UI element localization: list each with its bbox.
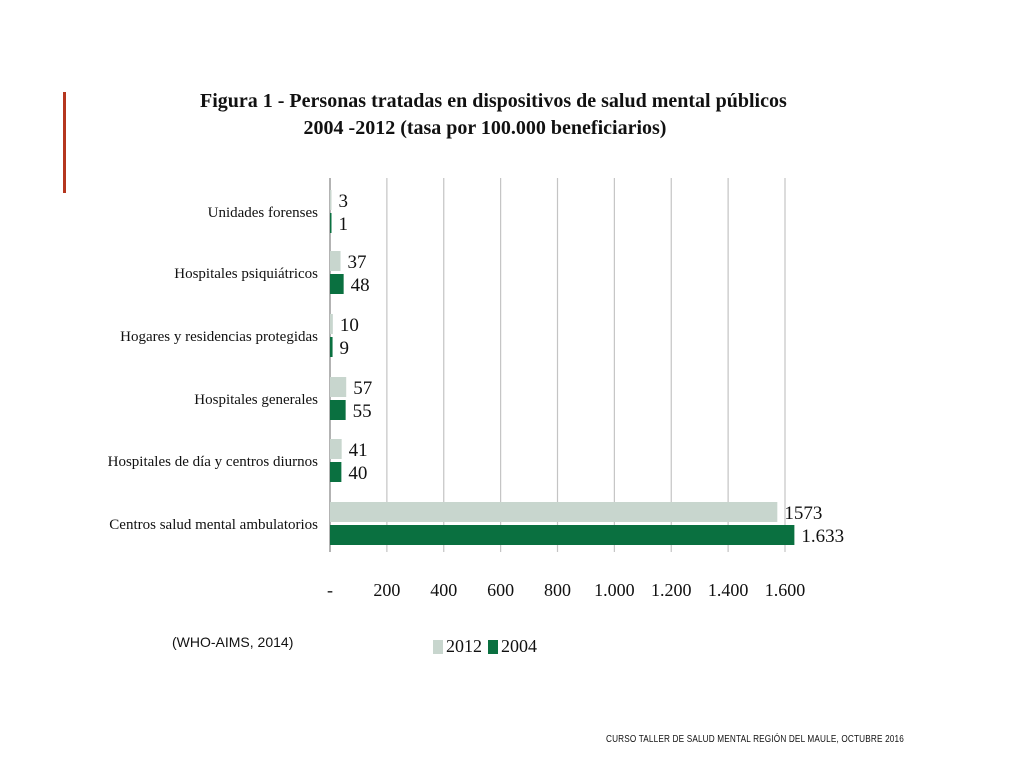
accent-line (63, 92, 66, 193)
data-label-2004: 55 (353, 401, 372, 422)
bar-2012 (330, 190, 332, 210)
legend-label-2012: 2012 (446, 636, 482, 656)
data-label-2012: 1573 (784, 503, 822, 524)
data-label-2012: 41 (349, 440, 368, 461)
legend: 2012 2004 (433, 636, 543, 657)
legend-swatch-2012 (433, 639, 443, 654)
bar-2004 (330, 213, 332, 233)
legend-item-2012: 2012 (433, 636, 482, 657)
chart-title: Figura 1 - Personas tratadas en disposit… (200, 88, 787, 142)
bar-2004 (330, 274, 344, 294)
data-label-2004: 48 (351, 275, 370, 296)
x-tick-label: 1.400 (708, 580, 749, 600)
x-tick-label: 200 (373, 580, 400, 600)
bar-chart: - 200 400 600 800 1.000 1.200 1.400 1.600 Unidade… (108, 178, 844, 600)
data-label-2004: 9 (340, 338, 350, 359)
bar-2012 (330, 502, 778, 522)
category-label: Unidades forenses (208, 205, 319, 221)
source-note: (WHO-AIMS, 2014) (172, 634, 294, 650)
x-tick-label: 1.000 (594, 580, 635, 600)
bar-2012 (330, 251, 341, 271)
data-label-2004: 1 (339, 214, 349, 235)
data-label-2012: 57 (353, 378, 372, 399)
category-label: Hospitales psiquiátricos (174, 266, 318, 282)
legend-swatch-2004 (488, 639, 498, 654)
x-tick-label: 600 (487, 580, 514, 600)
chart-title-line-2: 2004 -2012 (tasa por 100.000 beneficiari… (303, 117, 667, 139)
chart-title-line-1: Figura 1 - Personas tratadas en disposit… (200, 90, 787, 112)
bar-2012 (330, 314, 333, 334)
x-tick-label: 800 (544, 580, 571, 600)
x-tick-label: - (327, 580, 333, 600)
legend-label-2004: 2004 (501, 636, 537, 656)
data-label-2012: 10 (340, 315, 359, 336)
bar-2004 (330, 525, 795, 545)
category-label: Hogares y residencias protegidas (120, 329, 318, 345)
bar-2004 (330, 337, 333, 357)
category-label: Centros salud mental ambulatorios (109, 517, 318, 533)
x-tick-label: 1.200 (651, 580, 692, 600)
data-label-2004: 40 (348, 463, 367, 484)
legend-item-2004: 2004 (488, 636, 537, 657)
category-label: Hospitales generales (194, 392, 318, 408)
x-tick-label: 400 (430, 580, 457, 600)
data-label-2004: 1.633 (801, 526, 844, 547)
footer-text: CURSO TALLER DE SALUD MENTAL REGIÓN DEL … (606, 734, 904, 745)
bar-2004 (330, 462, 342, 482)
data-label-2012: 3 (339, 191, 349, 212)
x-tick-label: 1.600 (765, 580, 806, 600)
bar-2012 (330, 377, 347, 397)
bar-2004 (330, 400, 346, 420)
bar-2012 (330, 439, 342, 459)
category-label: Hospitales de día y centros diurnos (108, 454, 319, 470)
data-label-2012: 37 (348, 252, 367, 273)
